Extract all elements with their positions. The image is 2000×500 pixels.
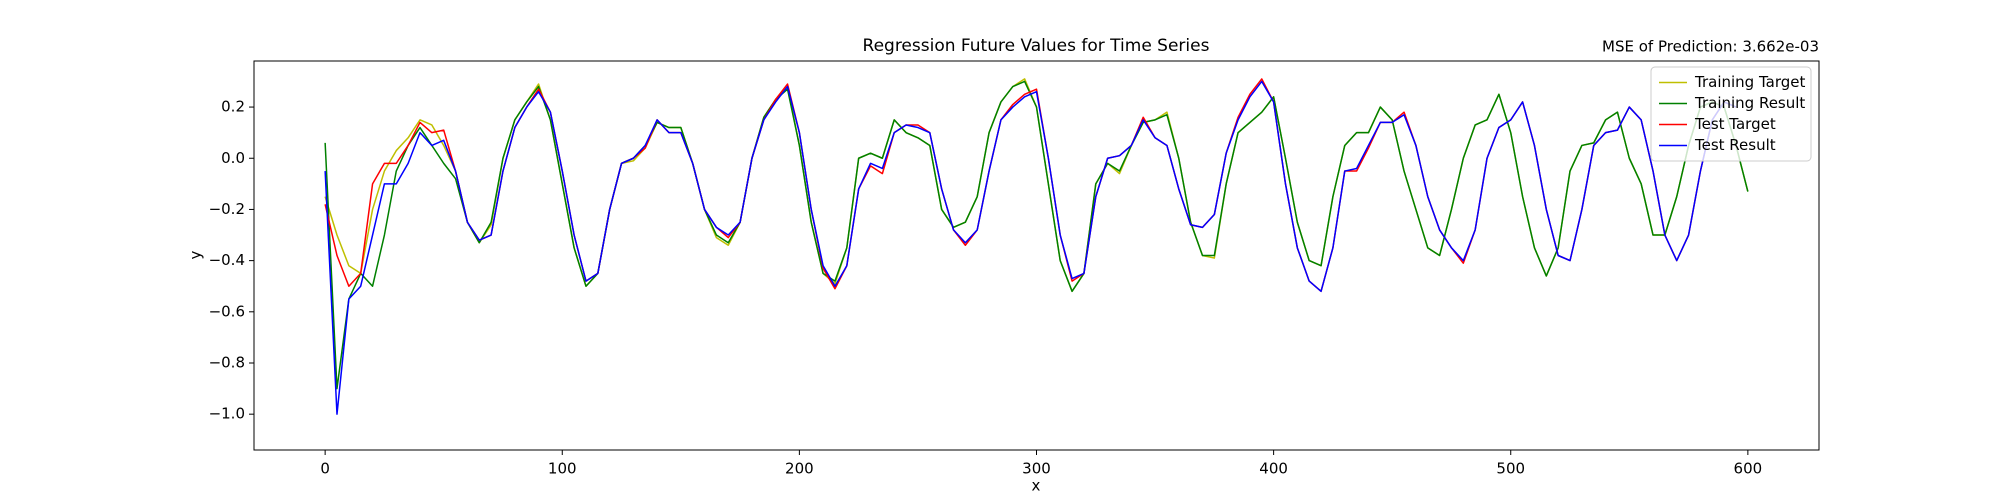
- plot-frame: [253, 60, 1820, 451]
- x-axis-label: x: [1032, 477, 1041, 495]
- y-tick-label: −1.0: [209, 405, 245, 423]
- series-line: [324, 80, 1737, 415]
- x-tick-label: 600: [1734, 460, 1763, 478]
- chart-title: Regression Future Values for Time Series: [863, 36, 1210, 56]
- series-line: [324, 80, 1749, 390]
- x-tick-label: 0: [320, 460, 330, 478]
- y-tick-label: −0.2: [209, 200, 245, 218]
- legend-label: Test Target: [1694, 115, 1776, 133]
- y-tick-label: 0.0: [221, 149, 245, 167]
- y-tick-label: −0.4: [209, 251, 245, 269]
- y-tick-label: −0.6: [209, 302, 245, 320]
- x-tick-label: 100: [548, 460, 577, 478]
- legend-label: Training Result: [1694, 94, 1805, 112]
- y-axis-label: y: [187, 250, 205, 259]
- y-tick-label: 0.2: [221, 98, 245, 116]
- legend-label: Test Result: [1694, 136, 1776, 154]
- annotation: MSE of Prediction: 3.662e-03: [1602, 38, 1819, 56]
- x-tick-label: 500: [1496, 460, 1525, 478]
- legend-box: [1650, 66, 1812, 162]
- x-tick-label: 400: [1259, 460, 1288, 478]
- x-tick-label: 300: [1022, 460, 1051, 478]
- x-tick-label: 200: [785, 460, 814, 478]
- y-tick-label: −0.8: [209, 353, 245, 371]
- legend-label: Training Target: [1694, 73, 1805, 91]
